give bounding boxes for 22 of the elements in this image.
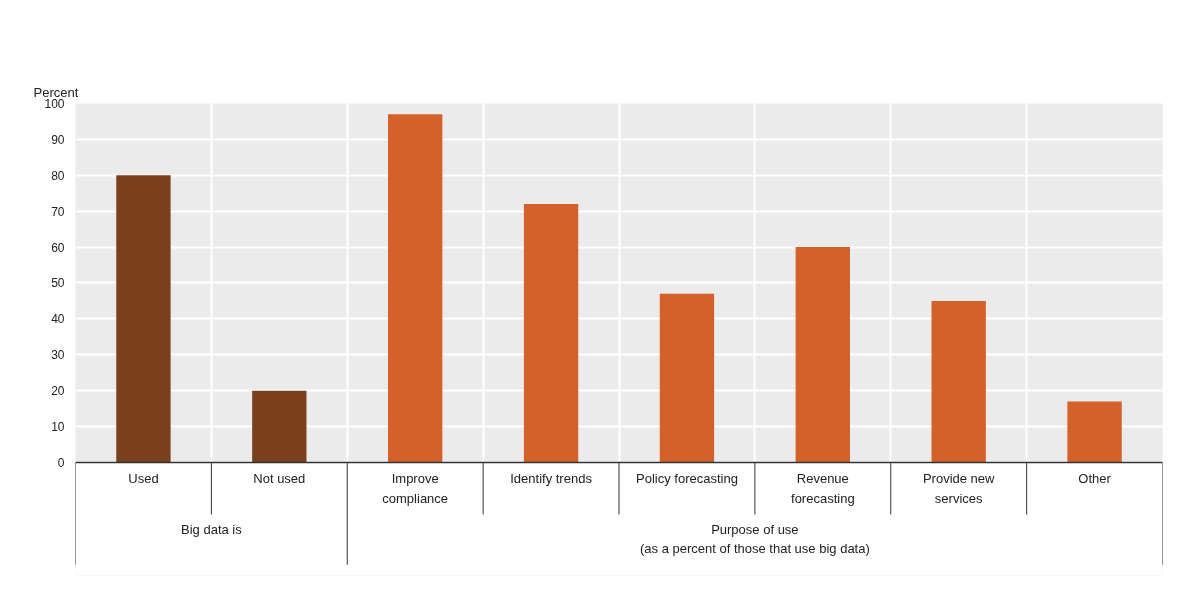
y-tick-label: 10 (51, 420, 65, 435)
x-tick-label: Not used (253, 471, 306, 487)
x-tick-label: Improve compliance (382, 471, 449, 506)
y-tick-label: 20 (51, 384, 65, 399)
y-tick-label: 30 (51, 348, 65, 363)
text: Big data is (181, 521, 243, 537)
y-tick-label: 70 (51, 204, 65, 219)
y-tick-label: 50 (51, 276, 65, 291)
y-tick-label: 0 (57, 455, 65, 470)
y-tick-label: 60 (51, 240, 65, 255)
x-tick-label: Identify trends (510, 471, 593, 487)
x-tick-label: Revenue forecasting (791, 471, 855, 506)
y-tick-label: 40 (51, 312, 65, 327)
x-tick-label: Other (1078, 471, 1112, 487)
x-tick-label: Policy forecasting (636, 471, 738, 487)
text: Purpose of use (as a percent of those that use big data) (639, 521, 870, 557)
y-tick-label: 80 (51, 168, 65, 183)
x-tick-label: Used (128, 471, 159, 487)
y-tick-label: 90 (51, 132, 65, 147)
y-axis-title: Percent (33, 84, 79, 100)
x-tick-label: Provide new services (922, 471, 996, 506)
y-tick-label: 100 (44, 97, 65, 111)
